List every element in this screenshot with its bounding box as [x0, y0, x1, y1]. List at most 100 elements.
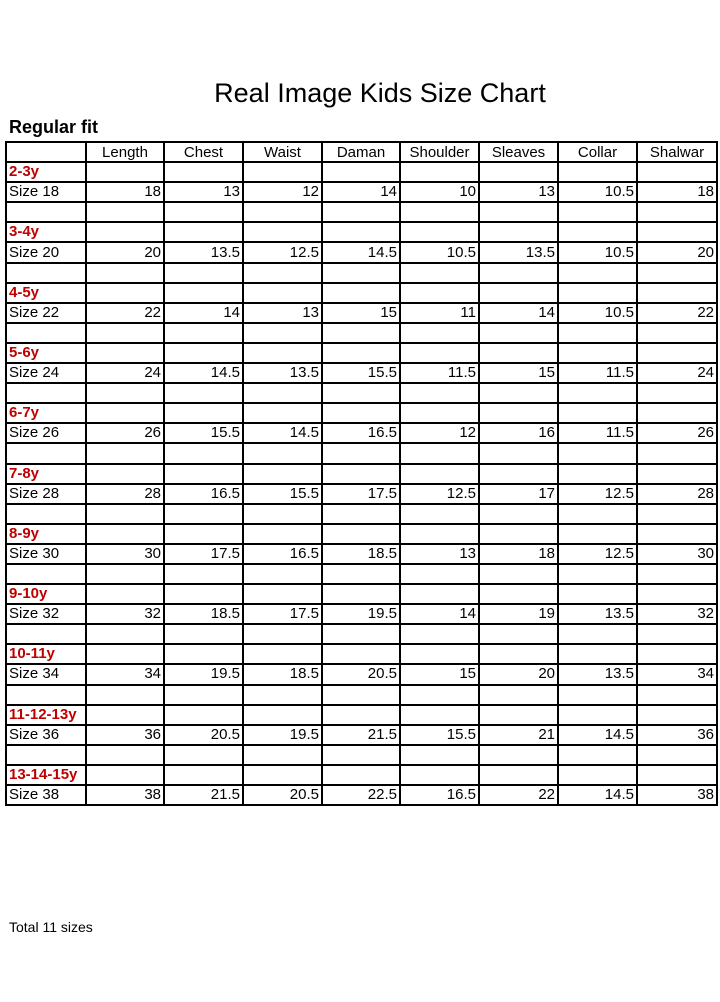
- measurement-cell: 36: [636, 723, 718, 746]
- empty-cell: [321, 763, 401, 787]
- measurement-cell: 20.5: [321, 663, 401, 686]
- empty-cell: [399, 201, 480, 224]
- empty-cell: [163, 623, 244, 646]
- empty-cell: [242, 502, 323, 525]
- empty-cell: [321, 623, 401, 646]
- empty-cell: [557, 683, 638, 706]
- column-header: Waist: [242, 140, 323, 164]
- empty-cell: [242, 221, 323, 244]
- empty-cell: [85, 703, 165, 726]
- measurement-cell: 28: [85, 482, 165, 505]
- column-header: Shalwar: [636, 140, 718, 164]
- measurement-cell: 12: [399, 422, 480, 445]
- empty-cell: [478, 562, 559, 586]
- age-label: 7-8y: [5, 462, 87, 485]
- size-label: Size 24: [5, 362, 87, 385]
- empty-cell: [636, 442, 718, 465]
- empty-cell: [478, 221, 559, 244]
- empty-cell: [5, 382, 87, 405]
- measurement-cell: 13.5: [163, 241, 244, 264]
- measurement-cell: 22.5: [321, 783, 401, 807]
- measurement-cell: 19.5: [242, 723, 323, 746]
- empty-cell: [242, 703, 323, 726]
- empty-cell: [321, 703, 401, 726]
- measurement-cell: 12.5: [242, 241, 323, 264]
- empty-cell: [399, 743, 480, 766]
- size-label: Size 36: [5, 723, 87, 746]
- empty-cell: [636, 261, 718, 284]
- empty-cell: [5, 562, 87, 586]
- size-row: Size 28 28 16.5 15.5 17.5 12.5 17 12.5 28: [5, 482, 718, 505]
- measurement-cell: 12.5: [557, 542, 638, 565]
- measurement-cell: 17.5: [242, 603, 323, 626]
- empty-cell: [478, 683, 559, 706]
- empty-cell: [636, 763, 718, 787]
- measurement-cell: 20: [478, 663, 559, 686]
- measurement-cell: 24: [85, 362, 165, 385]
- column-header: Daman: [321, 140, 401, 164]
- measurement-cell: 14: [478, 301, 559, 324]
- blank-row: [5, 321, 718, 344]
- measurement-cell: 11.5: [557, 422, 638, 445]
- empty-cell: [321, 382, 401, 405]
- empty-cell: [242, 623, 323, 646]
- empty-cell: [399, 261, 480, 284]
- empty-cell: [85, 562, 165, 586]
- size-row: Size 22 22 14 13 15 11 14 10.5 22: [5, 301, 718, 324]
- header-row: Length Chest Waist Daman Shoulder Sleaves Coll…: [5, 140, 718, 164]
- empty-cell: [636, 462, 718, 485]
- empty-cell: [5, 743, 87, 766]
- empty-cell: [163, 341, 244, 365]
- empty-cell: [321, 161, 401, 184]
- measurement-cell: 19.5: [163, 663, 244, 686]
- empty-cell: [321, 502, 401, 525]
- measurement-cell: 18: [478, 542, 559, 565]
- age-row: 6-7y: [5, 402, 718, 425]
- measurement-cell: 38: [636, 783, 718, 807]
- empty-cell: [399, 643, 480, 666]
- age-row: 3-4y: [5, 221, 718, 244]
- empty-cell: [85, 763, 165, 787]
- empty-cell: [478, 502, 559, 525]
- age-row: 13-14-15y: [5, 763, 718, 787]
- measurement-cell: 13: [399, 542, 480, 565]
- empty-cell: [163, 442, 244, 465]
- empty-cell: [478, 161, 559, 184]
- empty-cell: [636, 703, 718, 726]
- empty-cell: [557, 583, 638, 606]
- empty-cell: [5, 201, 87, 224]
- empty-cell: [636, 201, 718, 224]
- empty-cell: [478, 281, 559, 304]
- empty-cell: [163, 583, 244, 606]
- measurement-cell: 15.5: [399, 723, 480, 746]
- empty-cell: [557, 161, 638, 184]
- size-row: Size 38 38 21.5 20.5 22.5 16.5 22 14.5 38: [5, 783, 718, 807]
- empty-cell: [557, 522, 638, 545]
- age-row: 9-10y: [5, 583, 718, 606]
- empty-cell: [557, 341, 638, 365]
- empty-cell: [399, 522, 480, 545]
- empty-cell: [163, 643, 244, 666]
- empty-cell: [557, 402, 638, 425]
- empty-cell: [85, 683, 165, 706]
- empty-cell: [163, 382, 244, 405]
- measurement-cell: 20.5: [163, 723, 244, 746]
- measurement-cell: 14.5: [557, 723, 638, 746]
- size-label: Size 38: [5, 783, 87, 807]
- empty-cell: [557, 221, 638, 244]
- blank-row: [5, 201, 718, 224]
- column-header: Shoulder: [399, 140, 480, 164]
- empty-cell: [242, 583, 323, 606]
- empty-cell: [636, 683, 718, 706]
- measurement-cell: 15: [478, 362, 559, 385]
- empty-cell: [85, 643, 165, 666]
- empty-cell: [242, 341, 323, 365]
- empty-cell: [242, 743, 323, 766]
- empty-cell: [5, 502, 87, 525]
- empty-cell: [399, 402, 480, 425]
- measurement-cell: 15.5: [242, 482, 323, 505]
- measurement-cell: 22: [636, 301, 718, 324]
- measurement-cell: 21: [478, 723, 559, 746]
- empty-cell: [242, 763, 323, 787]
- measurement-cell: 20.5: [242, 783, 323, 807]
